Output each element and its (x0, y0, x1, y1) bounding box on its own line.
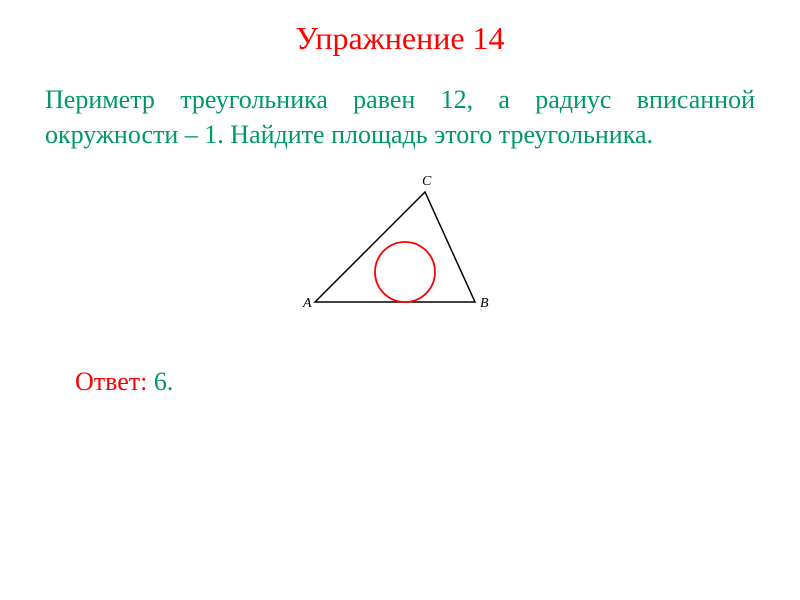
vertex-label-a: A (302, 296, 312, 311)
problem-statement: Периметр треугольника равен 12, а радиус… (0, 57, 800, 152)
vertex-label-c: C (422, 174, 432, 189)
answer-label: Ответ: (75, 367, 147, 396)
triangle-diagram: A B C (290, 172, 510, 332)
inscribed-circle (375, 242, 435, 302)
vertex-label-b: B (480, 296, 489, 311)
exercise-title: Упражнение 14 (0, 0, 800, 57)
answer-value: 6. (154, 367, 174, 396)
answer-line: Ответ: 6. (0, 367, 800, 397)
triangle (315, 192, 475, 302)
diagram-container: A B C (0, 172, 800, 332)
